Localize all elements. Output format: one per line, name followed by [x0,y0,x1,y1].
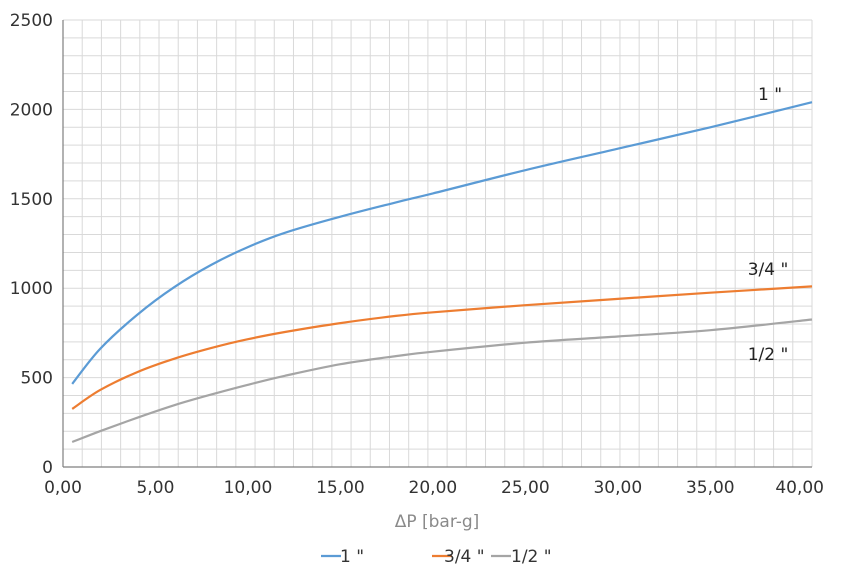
axes [62,20,812,468]
y-tick-label: 1500 [10,190,53,210]
x-tick-label: 30,00 [593,478,642,498]
y-tick-label: 1000 [10,279,53,299]
series-end-label: 3/4 " [748,260,789,280]
y-tick-label: 0 [42,458,53,478]
y-tick-label: 500 [21,369,53,389]
series-line [71,318,813,444]
grid [63,19,813,467]
x-axis-title: ΔP [bar-g] [395,512,480,532]
x-tick-label: 40,00 [775,478,824,498]
x-tick-label: 15,00 [316,478,365,498]
legend-label: 1/2 " [511,547,552,567]
series-end-labels: 1 " 3/4 " 1/2 " [748,85,789,365]
series-line [71,285,813,410]
x-tick-label: 0,00 [44,478,82,498]
x-tick-label: 25,00 [501,478,550,498]
series-lines [71,101,813,444]
x-axis-tick-labels: 0,00 5,00 10,00 15,00 20,00 25,00 30,00 35,00 40… [44,478,824,498]
legend-label: 1 " [340,547,364,567]
x-tick-label: 35,00 [686,478,735,498]
y-tick-label: 2500 [10,11,53,31]
series-end-label: 1/2 " [748,345,789,365]
x-tick-label: 10,00 [224,478,273,498]
y-tick-label: 2000 [10,100,53,120]
legend: 1 " 3/4 " 1/2 " [321,547,552,567]
series-line [71,101,813,385]
legend-label: 3/4 " [444,547,485,567]
series-end-label: 1 " [758,85,782,105]
y-axis-tick-labels: 0 500 1000 1500 2000 2500 [10,11,53,478]
x-tick-label: 20,00 [409,478,458,498]
x-tick-label: 5,00 [137,478,175,498]
